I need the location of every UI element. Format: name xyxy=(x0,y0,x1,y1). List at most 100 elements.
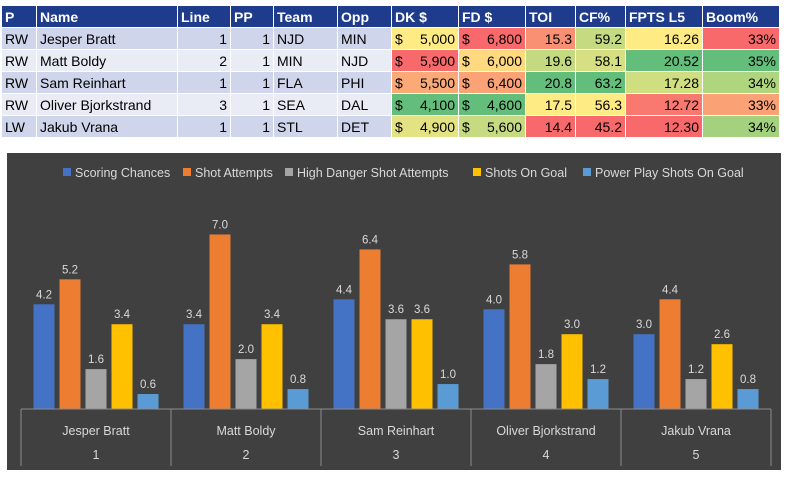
legend-item[interactable]: Power Play Shots On Goal xyxy=(583,166,744,180)
header-boom[interactable]: Boom% xyxy=(702,5,780,28)
bar[interactable] xyxy=(85,369,107,409)
bar[interactable] xyxy=(659,299,681,409)
legend-item[interactable]: High Danger Shot Attempts xyxy=(285,166,448,180)
bar[interactable] xyxy=(33,304,55,409)
cell-opp: DET xyxy=(337,115,392,138)
data-label: 4.4 xyxy=(662,284,679,296)
bar[interactable] xyxy=(287,389,309,409)
data-label: 3.0 xyxy=(636,319,652,331)
category-index-label: 2 xyxy=(243,448,250,462)
bar[interactable] xyxy=(737,389,759,409)
cell-fpts: 16.26 xyxy=(625,27,703,50)
cell-boom: 35% xyxy=(702,49,780,72)
table-row: LW Jakub Vrana 1 1 STL DET $4,900 $5,600 14.4 45.… xyxy=(1,115,780,138)
bar[interactable] xyxy=(633,334,655,409)
header-fpts[interactable]: FPTS L5 xyxy=(625,5,703,28)
cell-cf: 63.2 xyxy=(575,71,626,94)
bar[interactable] xyxy=(333,299,355,409)
legend-item[interactable]: Shots On Goal xyxy=(473,166,567,180)
header-cf[interactable]: CF% xyxy=(575,5,626,28)
data-label: 1.8 xyxy=(538,349,554,361)
cell-fd: $6,000 xyxy=(458,49,526,72)
bar[interactable] xyxy=(437,384,459,409)
bar[interactable] xyxy=(209,234,231,409)
amount: 5,000 xyxy=(419,30,455,47)
bar[interactable] xyxy=(385,319,407,409)
cell-cf: 58.1 xyxy=(575,49,626,72)
cell-toi: 19.6 xyxy=(525,49,576,72)
header-line[interactable]: Line xyxy=(177,5,231,28)
cell-dk: $4,900 xyxy=(391,115,459,138)
cell-boom: 34% xyxy=(702,115,780,138)
bar[interactable] xyxy=(483,309,505,409)
legend-swatch xyxy=(285,168,293,176)
bar[interactable] xyxy=(137,394,159,409)
category-index-label: 4 xyxy=(543,448,550,462)
bar[interactable] xyxy=(183,324,205,409)
data-label: 4.0 xyxy=(486,294,502,306)
cell-boom: 33% xyxy=(702,93,780,116)
cell-dk: $5,500 xyxy=(391,71,459,94)
bar[interactable] xyxy=(509,264,531,409)
cell-team: MIN xyxy=(273,49,338,72)
cell-toi: 17.5 xyxy=(525,93,576,116)
bar[interactable] xyxy=(587,379,609,409)
bar[interactable] xyxy=(711,344,733,409)
category-axis xyxy=(20,408,772,466)
bar[interactable] xyxy=(111,324,133,409)
cell-fpts: 20.52 xyxy=(625,49,703,72)
header-dk[interactable]: DK $ xyxy=(391,5,459,28)
amount: 6,000 xyxy=(486,52,522,69)
bar[interactable] xyxy=(561,334,583,409)
bar[interactable] xyxy=(59,279,81,409)
cell-opp: DAL xyxy=(337,93,392,116)
cell-fd: $4,600 xyxy=(458,93,526,116)
legend-item[interactable]: Shot Attempts xyxy=(183,166,273,180)
bar[interactable] xyxy=(411,319,433,409)
cell-line: 1 xyxy=(177,115,231,138)
currency-symbol: $ xyxy=(462,30,470,47)
legend-swatch xyxy=(473,168,481,176)
data-label: 7.0 xyxy=(212,219,228,231)
header-pp[interactable]: PP xyxy=(230,5,274,28)
data-label: 6.4 xyxy=(362,234,379,246)
legend-swatch xyxy=(63,168,71,176)
header-opp[interactable]: Opp xyxy=(337,5,392,28)
bar[interactable] xyxy=(359,249,381,409)
header-pos[interactable]: P xyxy=(1,5,37,28)
category-index-label: 3 xyxy=(393,448,400,462)
amount: 6,800 xyxy=(486,30,522,47)
amount: 4,900 xyxy=(419,118,455,135)
cell-team: SEA xyxy=(273,93,338,116)
cell-team: STL xyxy=(273,115,338,138)
cell-toi: 15.3 xyxy=(525,27,576,50)
legend-label: Scoring Chances xyxy=(75,166,170,180)
header-fd[interactable]: FD $ xyxy=(458,5,526,28)
table-row: RW Matt Boldy 2 1 MIN NJD $5,900 $6,000 19.6 58.1… xyxy=(1,49,780,72)
header-team[interactable]: Team xyxy=(273,5,338,28)
player-stats-table: P Name Line PP Team Opp DK $ FD $ TOI CF… xyxy=(1,5,780,138)
cell-line: 3 xyxy=(177,93,231,116)
header-toi[interactable]: TOI xyxy=(525,5,576,28)
cell-boom: 34% xyxy=(702,71,780,94)
currency-symbol: $ xyxy=(395,30,403,47)
cell-line: 1 xyxy=(177,27,231,50)
cell-name: Sam Reinhart xyxy=(36,71,178,94)
bar[interactable] xyxy=(261,324,283,409)
currency-symbol: $ xyxy=(462,52,470,69)
legend-item[interactable]: Scoring Chances xyxy=(63,166,170,180)
currency-symbol: $ xyxy=(462,74,470,91)
bar[interactable] xyxy=(685,379,707,409)
header-name[interactable]: Name xyxy=(36,5,178,28)
cell-pos: LW xyxy=(1,115,37,138)
bar[interactable] xyxy=(235,359,257,409)
currency-symbol: $ xyxy=(462,96,470,113)
amount: 4,100 xyxy=(419,96,455,113)
data-label: 3.6 xyxy=(414,304,430,316)
legend-swatch xyxy=(183,168,191,176)
category-index-label: 1 xyxy=(93,448,100,462)
category-label: Oliver Bjorkstrand xyxy=(496,424,595,438)
currency-symbol: $ xyxy=(395,96,403,113)
cell-pp: 1 xyxy=(230,115,274,138)
bar[interactable] xyxy=(535,364,557,409)
